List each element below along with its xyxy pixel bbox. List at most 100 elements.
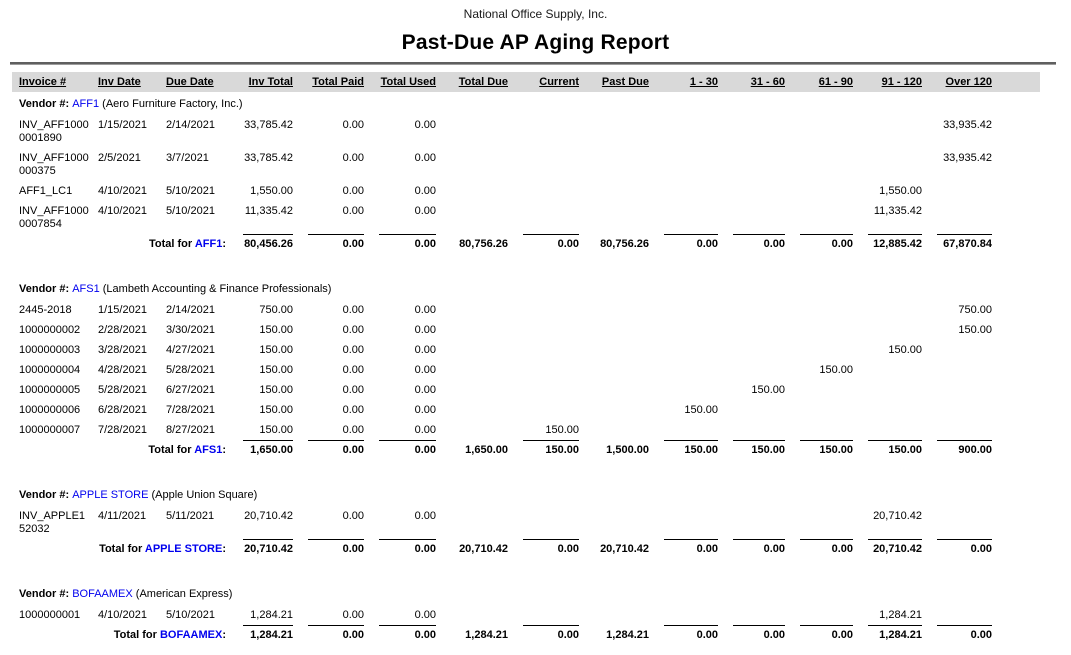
total-vendor-code-link[interactable]: AFF1	[194, 238, 223, 250]
total-vendor-code-link[interactable]: APPLE STORE	[144, 543, 223, 555]
cell-inv_date: 4/11/2021	[98, 509, 147, 522]
vendor-code-link[interactable]: AFF1	[72, 98, 100, 110]
total-cell-b1_30: 0.00	[651, 234, 720, 255]
cell-b91_120	[855, 360, 924, 380]
cell-b61_90	[787, 506, 855, 539]
total-label-colon: :	[222, 444, 226, 456]
total-cell-total_due: 1,284.21	[438, 625, 510, 646]
cell-inv_total: 20,710.42	[244, 509, 293, 522]
vendor-name: (Apple Union Square)	[148, 489, 258, 501]
cell-b31_60	[720, 148, 787, 181]
cell-b91_120	[855, 320, 924, 340]
cell-inv_date: 4/10/2021	[98, 184, 147, 197]
vendor-section-heading-row: Vendor #: AFS1 (Lambeth Accounting & Fin…	[12, 255, 1040, 300]
total-value-b91_120: 150.00	[868, 440, 922, 457]
cell-current	[510, 506, 581, 539]
total-cell-total_paid: 0.00	[295, 440, 366, 461]
cell-b91_120: 1,284.21	[879, 608, 922, 621]
cell-filler	[994, 201, 1040, 234]
cell-past_due	[581, 201, 651, 234]
total-label-colon: :	[222, 543, 226, 555]
cell-past_due	[581, 340, 651, 360]
total-value-current: 0.00	[523, 234, 579, 251]
total-cell-over_120: 900.00	[924, 440, 994, 461]
vendor-heading: Vendor #: AFS1 (Lambeth Accounting & Fin…	[12, 255, 1040, 300]
cell-due_date: 5/11/2021	[166, 509, 215, 522]
cell-total_used: 0.00	[414, 363, 436, 376]
column-header-due_date: Due Date	[164, 72, 230, 92]
cell-over_120: 33,935.42	[943, 151, 992, 164]
total-vendor-code-link[interactable]: AFS1	[194, 444, 223, 456]
cell-b61_90	[787, 400, 855, 420]
total-cell-b1_30: 150.00	[651, 440, 720, 461]
cell-total_used: 0.00	[414, 383, 436, 396]
total-cell-inv_total: 20,710.42	[230, 539, 295, 560]
cell-invoice: 1000000006	[19, 403, 81, 416]
total-cell-past_due: 1,500.00	[581, 440, 651, 461]
total-cell-total_due: 20,710.42	[438, 539, 510, 560]
cell-current: 150.00	[545, 423, 579, 436]
total-value-b1_30: 0.00	[664, 539, 718, 556]
cell-b31_60	[720, 506, 787, 539]
company-name: National Office Supply, Inc.	[463, 7, 608, 21]
cell-b31_60: 150.00	[751, 383, 785, 396]
total-cell-inv_total: 1,284.21	[230, 625, 295, 646]
column-header-past_due: Past Due	[581, 72, 651, 92]
total-value-b61_90: 0.00	[800, 539, 853, 556]
cell-b31_60	[720, 115, 787, 148]
cell-total_paid: 0.00	[342, 363, 364, 376]
total-value-total_used: 0.00	[379, 440, 436, 457]
cell-inv_date: 4/28/2021	[98, 363, 147, 376]
column-header-total_used: Total Used	[366, 72, 438, 92]
cell-past_due	[581, 506, 651, 539]
total-value-total_used: 0.00	[379, 625, 436, 642]
cell-total_used: 0.00	[414, 204, 436, 217]
total-value-b31_60: 0.00	[733, 234, 785, 251]
cell-invoice: 1000000007	[19, 423, 81, 436]
cell-due_date: 5/10/2021	[166, 608, 215, 621]
vendor-total-row: Total for AFS1: 1,650.00 0.00 0.00 1,650.00 1…	[12, 440, 1040, 461]
vendor-total-label: Total for BOFAAMEX:	[12, 625, 230, 646]
cell-b91_120: 150.00	[888, 343, 922, 356]
vendor-section-heading-row: Vendor #: AFF1 (Aero Furniture Factory, …	[12, 92, 1040, 115]
cell-b91_120: 1,550.00	[879, 184, 922, 197]
vendor-label: Vendor #:	[19, 489, 73, 501]
total-value-over_120: 0.00	[937, 539, 992, 556]
total-value-past_due: 80,756.26	[600, 238, 649, 250]
cell-total_used: 0.00	[414, 323, 436, 336]
total-cell-b91_120: 1,284.21	[855, 625, 924, 646]
cell-total_paid: 0.00	[342, 343, 364, 356]
vendor-name: (Lambeth Accounting & Finance Profession…	[99, 283, 332, 295]
cell-total_paid: 0.00	[342, 303, 364, 316]
total-cell-current: 150.00	[510, 440, 581, 461]
cell-b1_30	[651, 380, 720, 400]
cell-inv_total: 150.00	[259, 383, 293, 396]
total-cell-current: 0.00	[510, 539, 581, 560]
column-header-inv_date: Inv Date	[96, 72, 164, 92]
cell-inv_date: 6/28/2021	[98, 403, 147, 416]
total-value-b91_120: 20,710.42	[868, 539, 922, 556]
cell-inv_total: 150.00	[259, 323, 293, 336]
column-header-inv_total: Inv Total	[230, 72, 295, 92]
cell-filler	[994, 320, 1040, 340]
vendor-name: (Aero Furniture Factory, Inc.)	[99, 98, 243, 110]
cell-past_due	[581, 115, 651, 148]
vendor-code-link[interactable]: AFS1	[72, 283, 100, 295]
cell-inv_date: 2/5/2021	[98, 151, 141, 164]
cell-b61_90	[787, 605, 855, 625]
total-vendor-code-link[interactable]: BOFAAMEX	[159, 629, 223, 641]
cell-filler	[994, 539, 1040, 560]
vendor-code-link[interactable]: APPLE STORE	[72, 489, 149, 501]
cell-b91_120: 20,710.42	[873, 509, 922, 522]
total-value-b1_30: 0.00	[664, 234, 718, 251]
total-value-inv_total: 1,650.00	[243, 440, 293, 457]
vendor-code-link[interactable]: BOFAAMEX	[72, 588, 133, 600]
cell-due_date: 5/28/2021	[166, 363, 215, 376]
cell-invoice: INV_AFF10000001890	[19, 118, 89, 144]
cell-b31_60	[720, 400, 787, 420]
total-value-past_due: 1,284.21	[606, 629, 649, 641]
cell-past_due	[581, 605, 651, 625]
total-cell-b61_90: 0.00	[787, 539, 855, 560]
cell-due_date: 5/10/2021	[166, 184, 215, 197]
